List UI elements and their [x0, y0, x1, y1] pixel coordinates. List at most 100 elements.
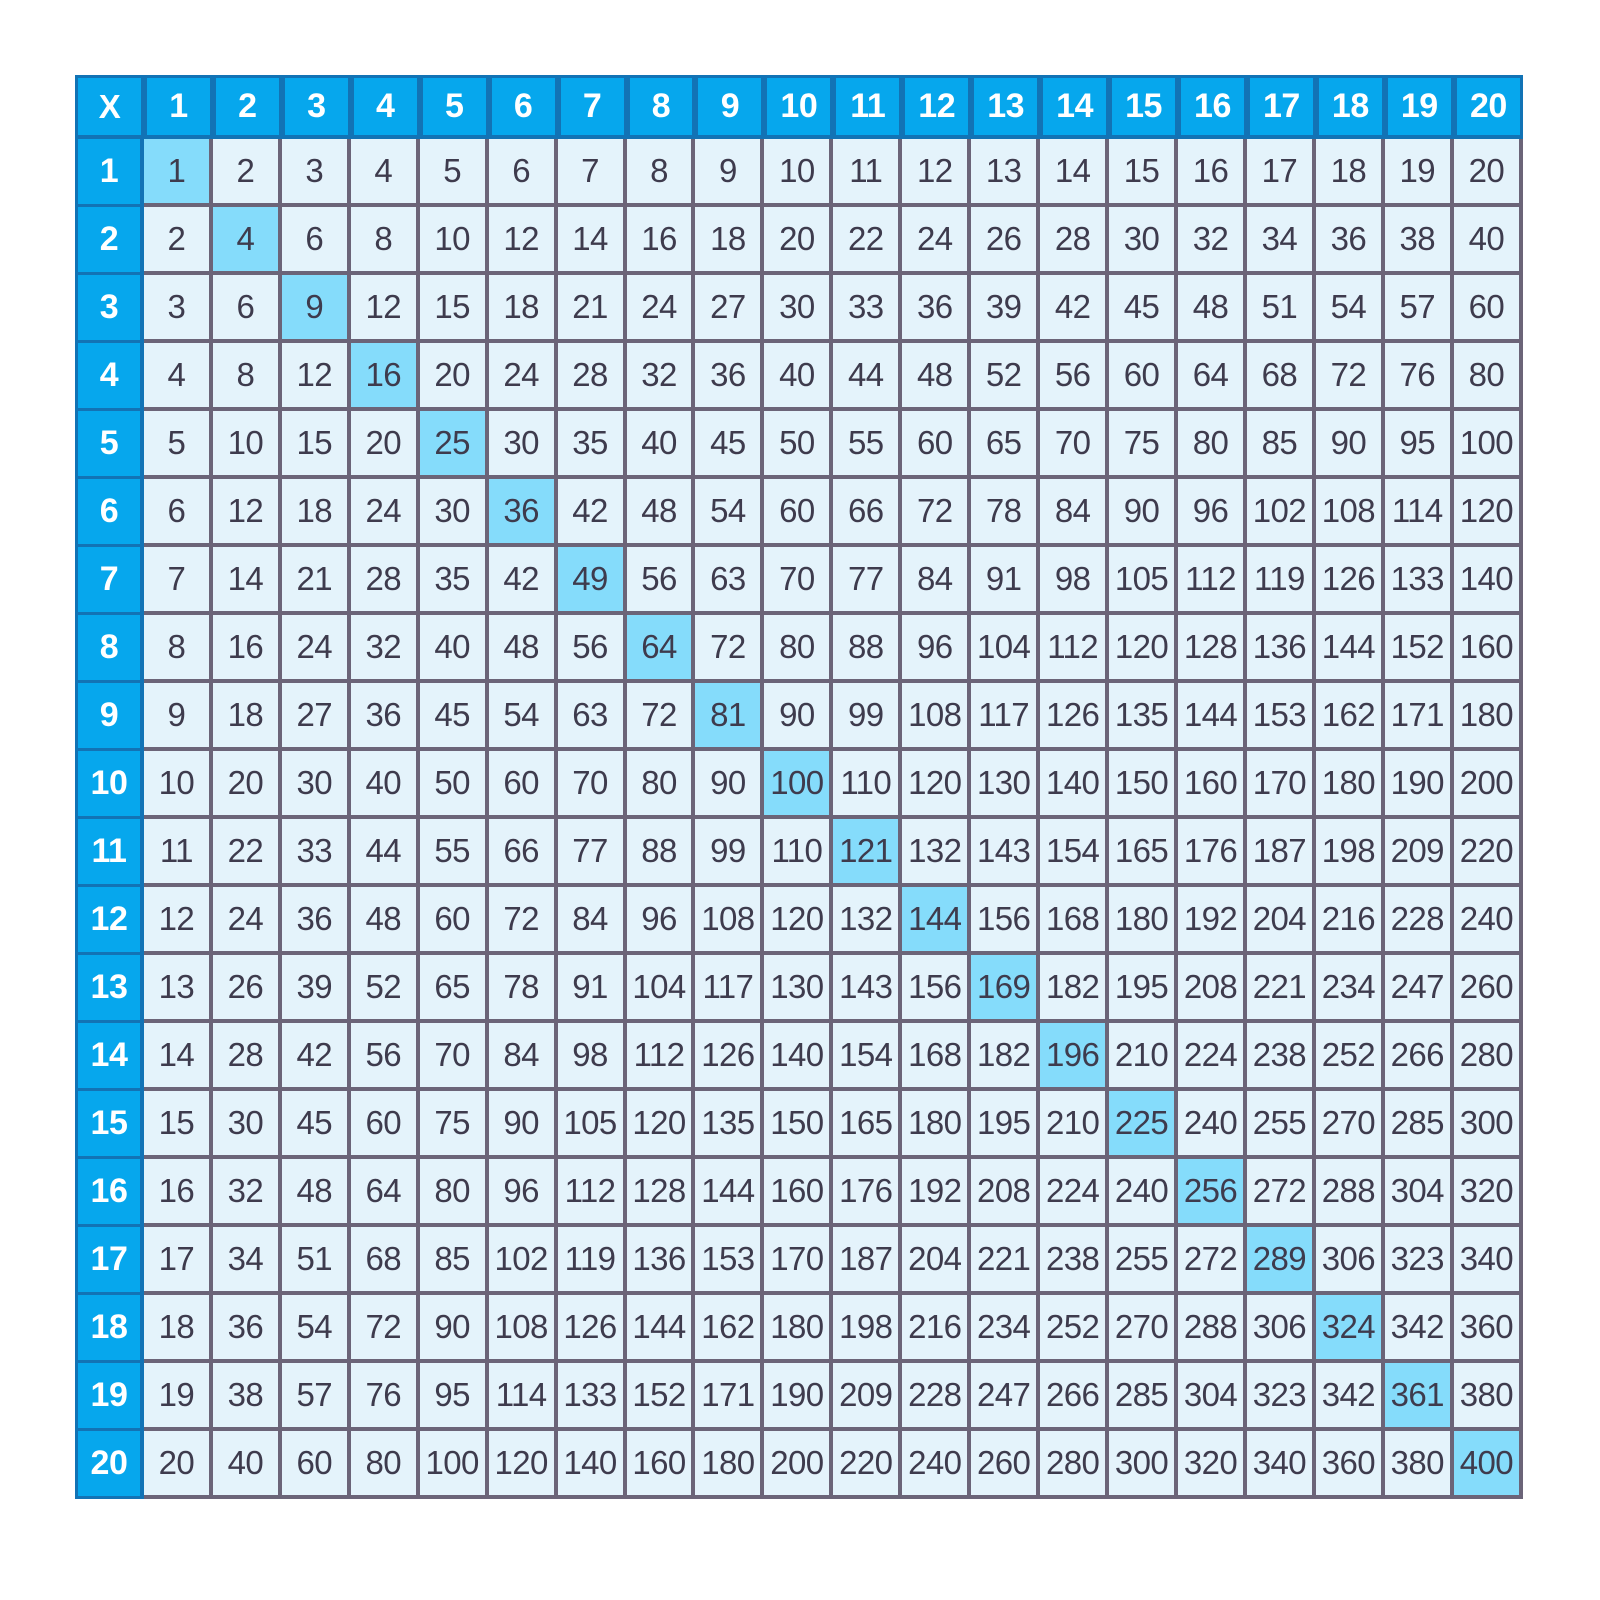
product-cell: 80 — [626, 751, 696, 819]
product-cell: 10 — [419, 207, 489, 275]
row-header-8: 8 — [75, 615, 144, 683]
product-cell: 44 — [350, 819, 420, 887]
product-cell: 90 — [488, 1091, 558, 1159]
product-cell: 15 — [419, 275, 489, 343]
product-cell: 60 — [281, 1431, 351, 1499]
product-cell: 114 — [1384, 479, 1454, 547]
product-cell: 224 — [1178, 1023, 1247, 1091]
product-cell: 45 — [281, 1091, 351, 1159]
product-cell: 104 — [971, 615, 1041, 683]
table-row: 13 13 26 39 52 65 78 91 104 117 130 143 156 169 182 195… — [75, 955, 1523, 1023]
product-cell: 96 — [626, 887, 696, 955]
product-cell: 234 — [971, 1295, 1041, 1363]
product-cell: 28 — [212, 1023, 282, 1091]
product-cell: 80 — [1178, 411, 1247, 479]
product-cell: 70 — [764, 547, 834, 615]
product-cell: 30 — [1109, 207, 1178, 275]
product-cell: 6 — [281, 207, 351, 275]
product-cell: 32 — [1178, 207, 1247, 275]
product-cell: 48 — [1178, 275, 1247, 343]
product-cell: 240 — [1178, 1091, 1247, 1159]
product-cell: 153 — [1246, 683, 1316, 751]
product-cell: 228 — [1384, 887, 1454, 955]
product-cell: 280 — [1453, 1023, 1523, 1091]
product-cell: 84 — [902, 547, 972, 615]
product-cell: 40 — [419, 615, 489, 683]
product-cell: 260 — [971, 1431, 1041, 1499]
product-cell: 120 — [488, 1431, 558, 1499]
product-cell: 100 — [1453, 411, 1523, 479]
product-cell: 95 — [419, 1363, 489, 1431]
product-cell: 66 — [488, 819, 558, 887]
product-cell: 45 — [419, 683, 489, 751]
product-cell: 102 — [1246, 479, 1316, 547]
table-row: 5 5 10 15 20 25 30 35 40 45 50 55 60 65 70 75 80 85 90 95 10… — [75, 411, 1523, 479]
product-cell: 182 — [971, 1023, 1041, 1091]
product-cell: 120 — [764, 887, 834, 955]
product-cell: 40 — [1453, 207, 1523, 275]
product-cell: 50 — [419, 751, 489, 819]
product-cell: 63 — [557, 683, 627, 751]
product-cell: 210 — [1040, 1091, 1110, 1159]
product-cell: 77 — [833, 547, 903, 615]
product-cell: 30 — [281, 751, 351, 819]
product-cell: 45 — [1109, 275, 1178, 343]
product-cell: 90 — [695, 751, 765, 819]
product-cell: 187 — [833, 1227, 903, 1295]
product-cell: 126 — [695, 1023, 765, 1091]
product-cell: 182 — [1040, 955, 1110, 1023]
product-cell: 48 — [281, 1159, 351, 1227]
product-cell: 9 — [143, 683, 213, 751]
product-cell: 16 — [626, 207, 696, 275]
product-cell: 68 — [350, 1227, 420, 1295]
product-cell: 136 — [1246, 615, 1316, 683]
product-cell: 20 — [1453, 139, 1523, 207]
product-cell: 144 — [1315, 615, 1385, 683]
product-cell: 300 — [1109, 1431, 1178, 1499]
table-row: 3 3 6 9 12 15 18 21 24 27 30 33 36 39 42 45 48 51 54 57 60 — [75, 275, 1523, 343]
column-header-16: 16 — [1178, 75, 1247, 139]
product-cell: 34 — [212, 1227, 282, 1295]
product-cell: 306 — [1246, 1295, 1316, 1363]
product-cell: 12 — [212, 479, 282, 547]
product-cell: 160 — [626, 1431, 696, 1499]
product-cell: 117 — [971, 683, 1041, 751]
product-cell: 36 — [281, 887, 351, 955]
product-cell: 27 — [695, 275, 765, 343]
product-cell: 64 — [350, 1159, 420, 1227]
product-cell: 380 — [1453, 1363, 1523, 1431]
product-cell: 180 — [1453, 683, 1523, 751]
product-cell: 221 — [971, 1227, 1041, 1295]
product-cell: 70 — [419, 1023, 489, 1091]
product-cell: 24 — [281, 615, 351, 683]
column-header-20: 20 — [1453, 75, 1523, 139]
product-cell: 51 — [1246, 275, 1316, 343]
product-cell: 135 — [695, 1091, 765, 1159]
product-cell: 112 — [557, 1159, 627, 1227]
row-header-10: 10 — [75, 751, 144, 819]
product-cell: 135 — [1109, 683, 1178, 751]
product-cell: 240 — [1453, 887, 1523, 955]
product-cell-square: 225 — [1109, 1091, 1178, 1159]
product-cell: 39 — [281, 955, 351, 1023]
product-cell: 340 — [1246, 1431, 1316, 1499]
product-cell: 285 — [1109, 1363, 1178, 1431]
product-cell: 36 — [695, 343, 765, 411]
product-cell: 60 — [1453, 275, 1523, 343]
product-cell: 126 — [1040, 683, 1110, 751]
product-cell: 108 — [1315, 479, 1385, 547]
product-cell: 162 — [695, 1295, 765, 1363]
row-header-20: 20 — [75, 1431, 144, 1499]
product-cell: 60 — [902, 411, 972, 479]
column-header-5: 5 — [419, 75, 489, 139]
product-cell: 2 — [143, 207, 213, 275]
column-header-11: 11 — [833, 75, 903, 139]
product-cell: 6 — [212, 275, 282, 343]
product-cell: 18 — [1315, 139, 1385, 207]
column-header-1: 1 — [143, 75, 213, 139]
product-cell: 180 — [1109, 887, 1178, 955]
product-cell: 10 — [212, 411, 282, 479]
product-cell: 133 — [557, 1363, 627, 1431]
product-cell: 108 — [488, 1295, 558, 1363]
product-cell: 6 — [143, 479, 213, 547]
